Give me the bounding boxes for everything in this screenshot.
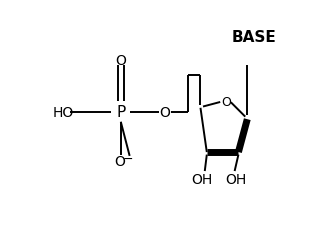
Text: HO: HO (52, 105, 74, 119)
Text: BASE: BASE (231, 30, 276, 45)
Text: O: O (115, 53, 126, 68)
Text: P: P (116, 105, 125, 120)
Text: O: O (114, 154, 125, 168)
Text: OH: OH (225, 172, 246, 186)
Text: O: O (160, 105, 171, 119)
Text: −: − (123, 152, 134, 165)
Text: O: O (221, 96, 231, 109)
Text: OH: OH (191, 172, 212, 186)
